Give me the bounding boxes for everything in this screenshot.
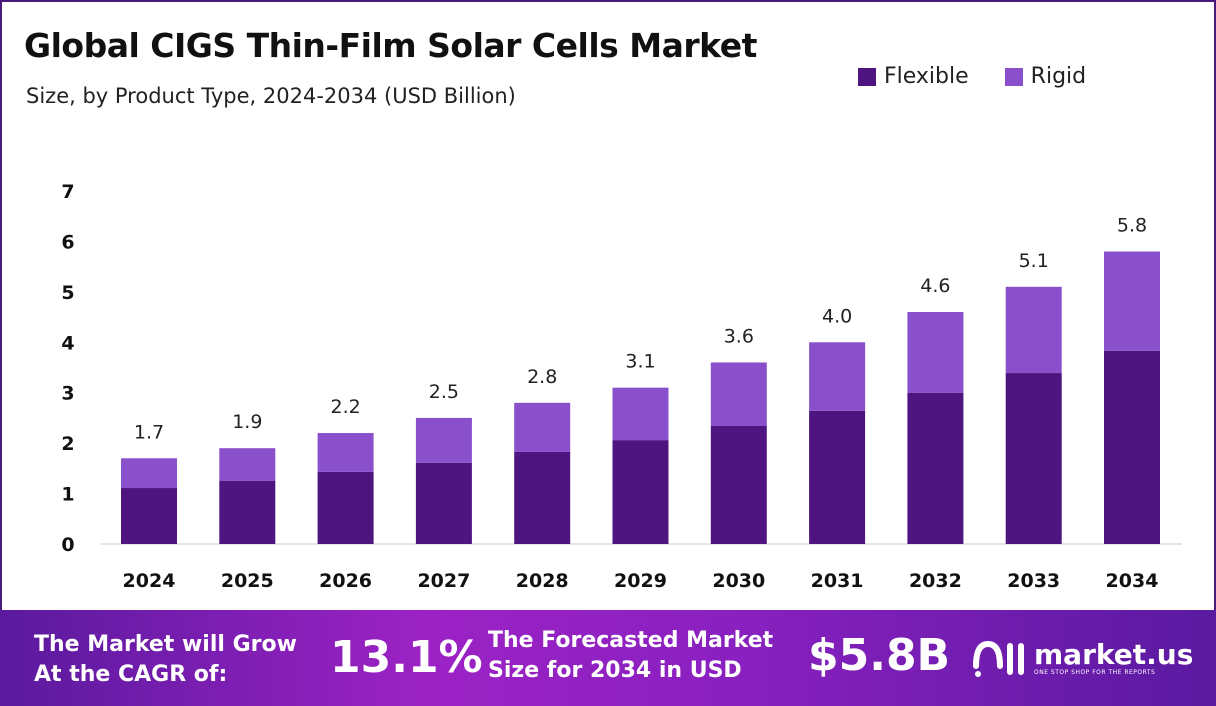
market-us-logo: market.us ONE STOP SHOP FOR THE REPORTS: [972, 636, 1193, 680]
cagr-value: 13.1%: [330, 632, 483, 683]
bar-rigid-2024: [121, 458, 177, 489]
bar-rigid-2033: [1005, 286, 1062, 374]
logo-tagline: ONE STOP SHOP FOR THE REPORTS: [1034, 668, 1156, 676]
bar-rigid-2031: [809, 342, 866, 411]
x-tick-label: 2031: [811, 570, 864, 592]
legend-item-rigid: Rigid: [1004, 64, 1087, 89]
bar-chart: 0 1 2 3 4 5 6 7 1.7 2024 1.9 2025 2.2 2026 2.5 2027 2.8 2…: [61, 181, 1182, 592]
x-tick-label: 2024: [123, 570, 176, 592]
bar-flexible-2026: [317, 471, 374, 544]
bar-flexible-2033: [1005, 373, 1062, 544]
forecast-label-line: The Forecasted Market: [488, 628, 774, 653]
total-label: 1.9: [232, 411, 262, 433]
x-tick-label: 2032: [909, 570, 962, 592]
bar-rigid-2025: [219, 448, 276, 481]
total-label: 3.6: [724, 325, 754, 347]
x-tick-label: 2034: [1106, 570, 1159, 592]
bar-rigid-2029: [612, 387, 669, 441]
bar-flexible-2024: [121, 488, 177, 544]
legend: Flexible Rigid: [858, 64, 1086, 89]
x-tick-label: 2033: [1007, 570, 1060, 592]
legend-label: Flexible: [884, 64, 969, 89]
chart-subtitle: Size, by Product Type, 2024-2034 (USD Bi…: [26, 84, 516, 108]
total-label: 3.1: [625, 351, 655, 373]
bar-flexible-2025: [219, 480, 276, 544]
total-label: 5.8: [1117, 215, 1147, 237]
bar-rigid-2028: [514, 402, 571, 452]
forecast-value: $5.8B: [808, 630, 951, 681]
y-tick-label: 1: [61, 484, 74, 506]
bar-flexible-2029: [612, 440, 669, 544]
legend-item-flexible: Flexible: [858, 64, 969, 89]
total-label: 5.1: [1019, 250, 1049, 272]
y-tick-label: 6: [61, 231, 74, 253]
y-tick-label: 4: [61, 332, 74, 354]
bar-flexible-2031: [809, 410, 866, 544]
bar-flexible-2027: [415, 462, 472, 544]
bar-rigid-2027: [415, 417, 472, 463]
footer-banner: The Market will Grow At the CAGR of: 13.1…: [0, 610, 1216, 706]
bar-flexible-2030: [710, 425, 767, 544]
forecast-label-line: Size for 2034 in USD: [488, 658, 742, 683]
total-label: 2.8: [527, 366, 557, 388]
bar-rigid-2034: [1104, 251, 1160, 351]
cagr-label-line: At the CAGR of:: [34, 662, 228, 687]
total-label: 4.6: [920, 275, 950, 297]
bar-rigid-2032: [907, 312, 964, 393]
total-label: 2.2: [330, 396, 360, 418]
cagr-label: The Market will Grow At the CAGR of:: [34, 630, 297, 690]
bar-rigid-2030: [710, 362, 767, 426]
legend-swatch-rigid: [1004, 67, 1023, 86]
bar-flexible-2032: [907, 392, 964, 544]
bar-flexible-2028: [514, 451, 571, 544]
y-tick-label: 5: [61, 282, 74, 304]
x-tick-label: 2025: [221, 570, 274, 592]
x-tick-label: 2027: [417, 570, 470, 592]
legend-label: Rigid: [1030, 64, 1087, 89]
x-tick-label: 2030: [712, 570, 765, 592]
x-tick-label: 2026: [319, 570, 372, 592]
total-label: 1.7: [134, 421, 164, 443]
logo-text: market.us: [1034, 637, 1194, 671]
x-tick-label: 2029: [614, 570, 667, 592]
bar-flexible-2034: [1104, 350, 1160, 544]
total-label: 4.0: [822, 305, 852, 327]
x-tick-label: 2028: [516, 570, 569, 592]
total-label: 2.5: [429, 381, 459, 403]
cagr-label-line: The Market will Grow: [34, 632, 297, 657]
y-tick-label: 3: [61, 383, 74, 405]
legend-swatch-flexible: [858, 67, 876, 86]
forecast-label: The Forecasted Market Size for 2034 in US…: [488, 626, 773, 686]
chart-title: Global CIGS Thin-Film Solar Cells Market: [24, 26, 757, 65]
bar-rigid-2026: [317, 433, 374, 472]
y-tick-label: 2: [61, 433, 74, 455]
y-tick-label: 7: [61, 181, 74, 203]
logo-icon: [973, 640, 1024, 677]
y-tick-label: 0: [61, 534, 74, 556]
